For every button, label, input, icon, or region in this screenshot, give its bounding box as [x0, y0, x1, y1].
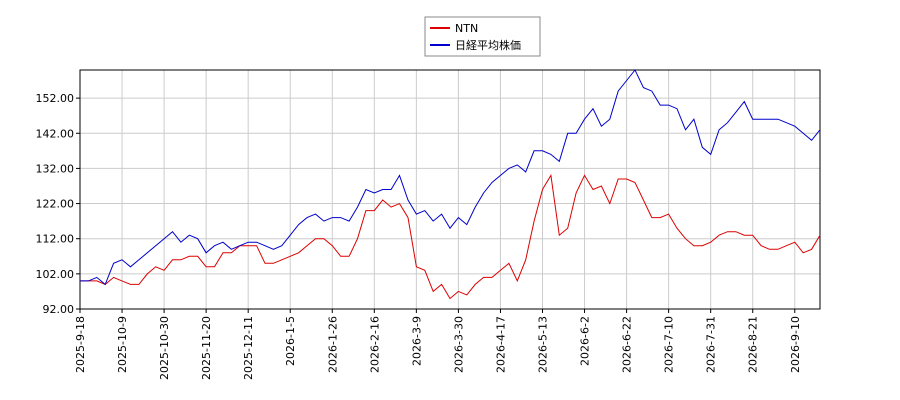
x-tick-label: 2025-10-30: [158, 316, 171, 380]
y-tick-label: 132.00: [36, 162, 75, 175]
plot-frame: [79, 69, 821, 310]
x-tick-label: 2026-5-13: [537, 316, 550, 373]
x-tick-label: 2026-4-17: [494, 316, 507, 373]
y-tick-label: 142.00: [36, 127, 75, 140]
line-series: [80, 69, 821, 286]
y-tick-label: 92.00: [43, 303, 75, 316]
x-tick-label: 2026-6-2: [579, 316, 592, 366]
y-tick-label: 152.00: [36, 92, 75, 105]
x-tick-label: 2025-10-9: [116, 316, 129, 373]
legend-label: NTN: [455, 22, 478, 35]
x-tick-label: 2026-3-30: [452, 316, 465, 373]
x-tick-label: 2025-12-11: [242, 316, 255, 380]
x-tick-label: 2026-1-26: [326, 316, 339, 373]
legend-label: 日経平均株価: [455, 38, 521, 52]
x-tick-label: 2026-9-10: [789, 316, 802, 373]
y-tick-label: 102.00: [36, 268, 75, 281]
x-tick-label: 2026-7-10: [663, 316, 676, 373]
x-tick-label: 2026-2-16: [368, 316, 381, 373]
x-tick-label: 2026-7-31: [705, 316, 718, 373]
y-tick-label: 112.00: [36, 233, 75, 246]
x-tick-label: 2025-9-18: [74, 316, 87, 373]
x-tick-label: 2026-1-5: [284, 316, 297, 366]
x-tick-label: 2026-3-9: [410, 316, 423, 366]
x-tick-label: 2026-6-22: [621, 316, 634, 373]
y-tick-label: 122.00: [36, 198, 75, 211]
plot-area: [80, 70, 820, 309]
x-tick-label: 2025-11-20: [200, 316, 213, 380]
x-tick-label: 2026-8-21: [747, 316, 760, 373]
legend-box: [424, 16, 541, 57]
line-series: [80, 173, 821, 300]
